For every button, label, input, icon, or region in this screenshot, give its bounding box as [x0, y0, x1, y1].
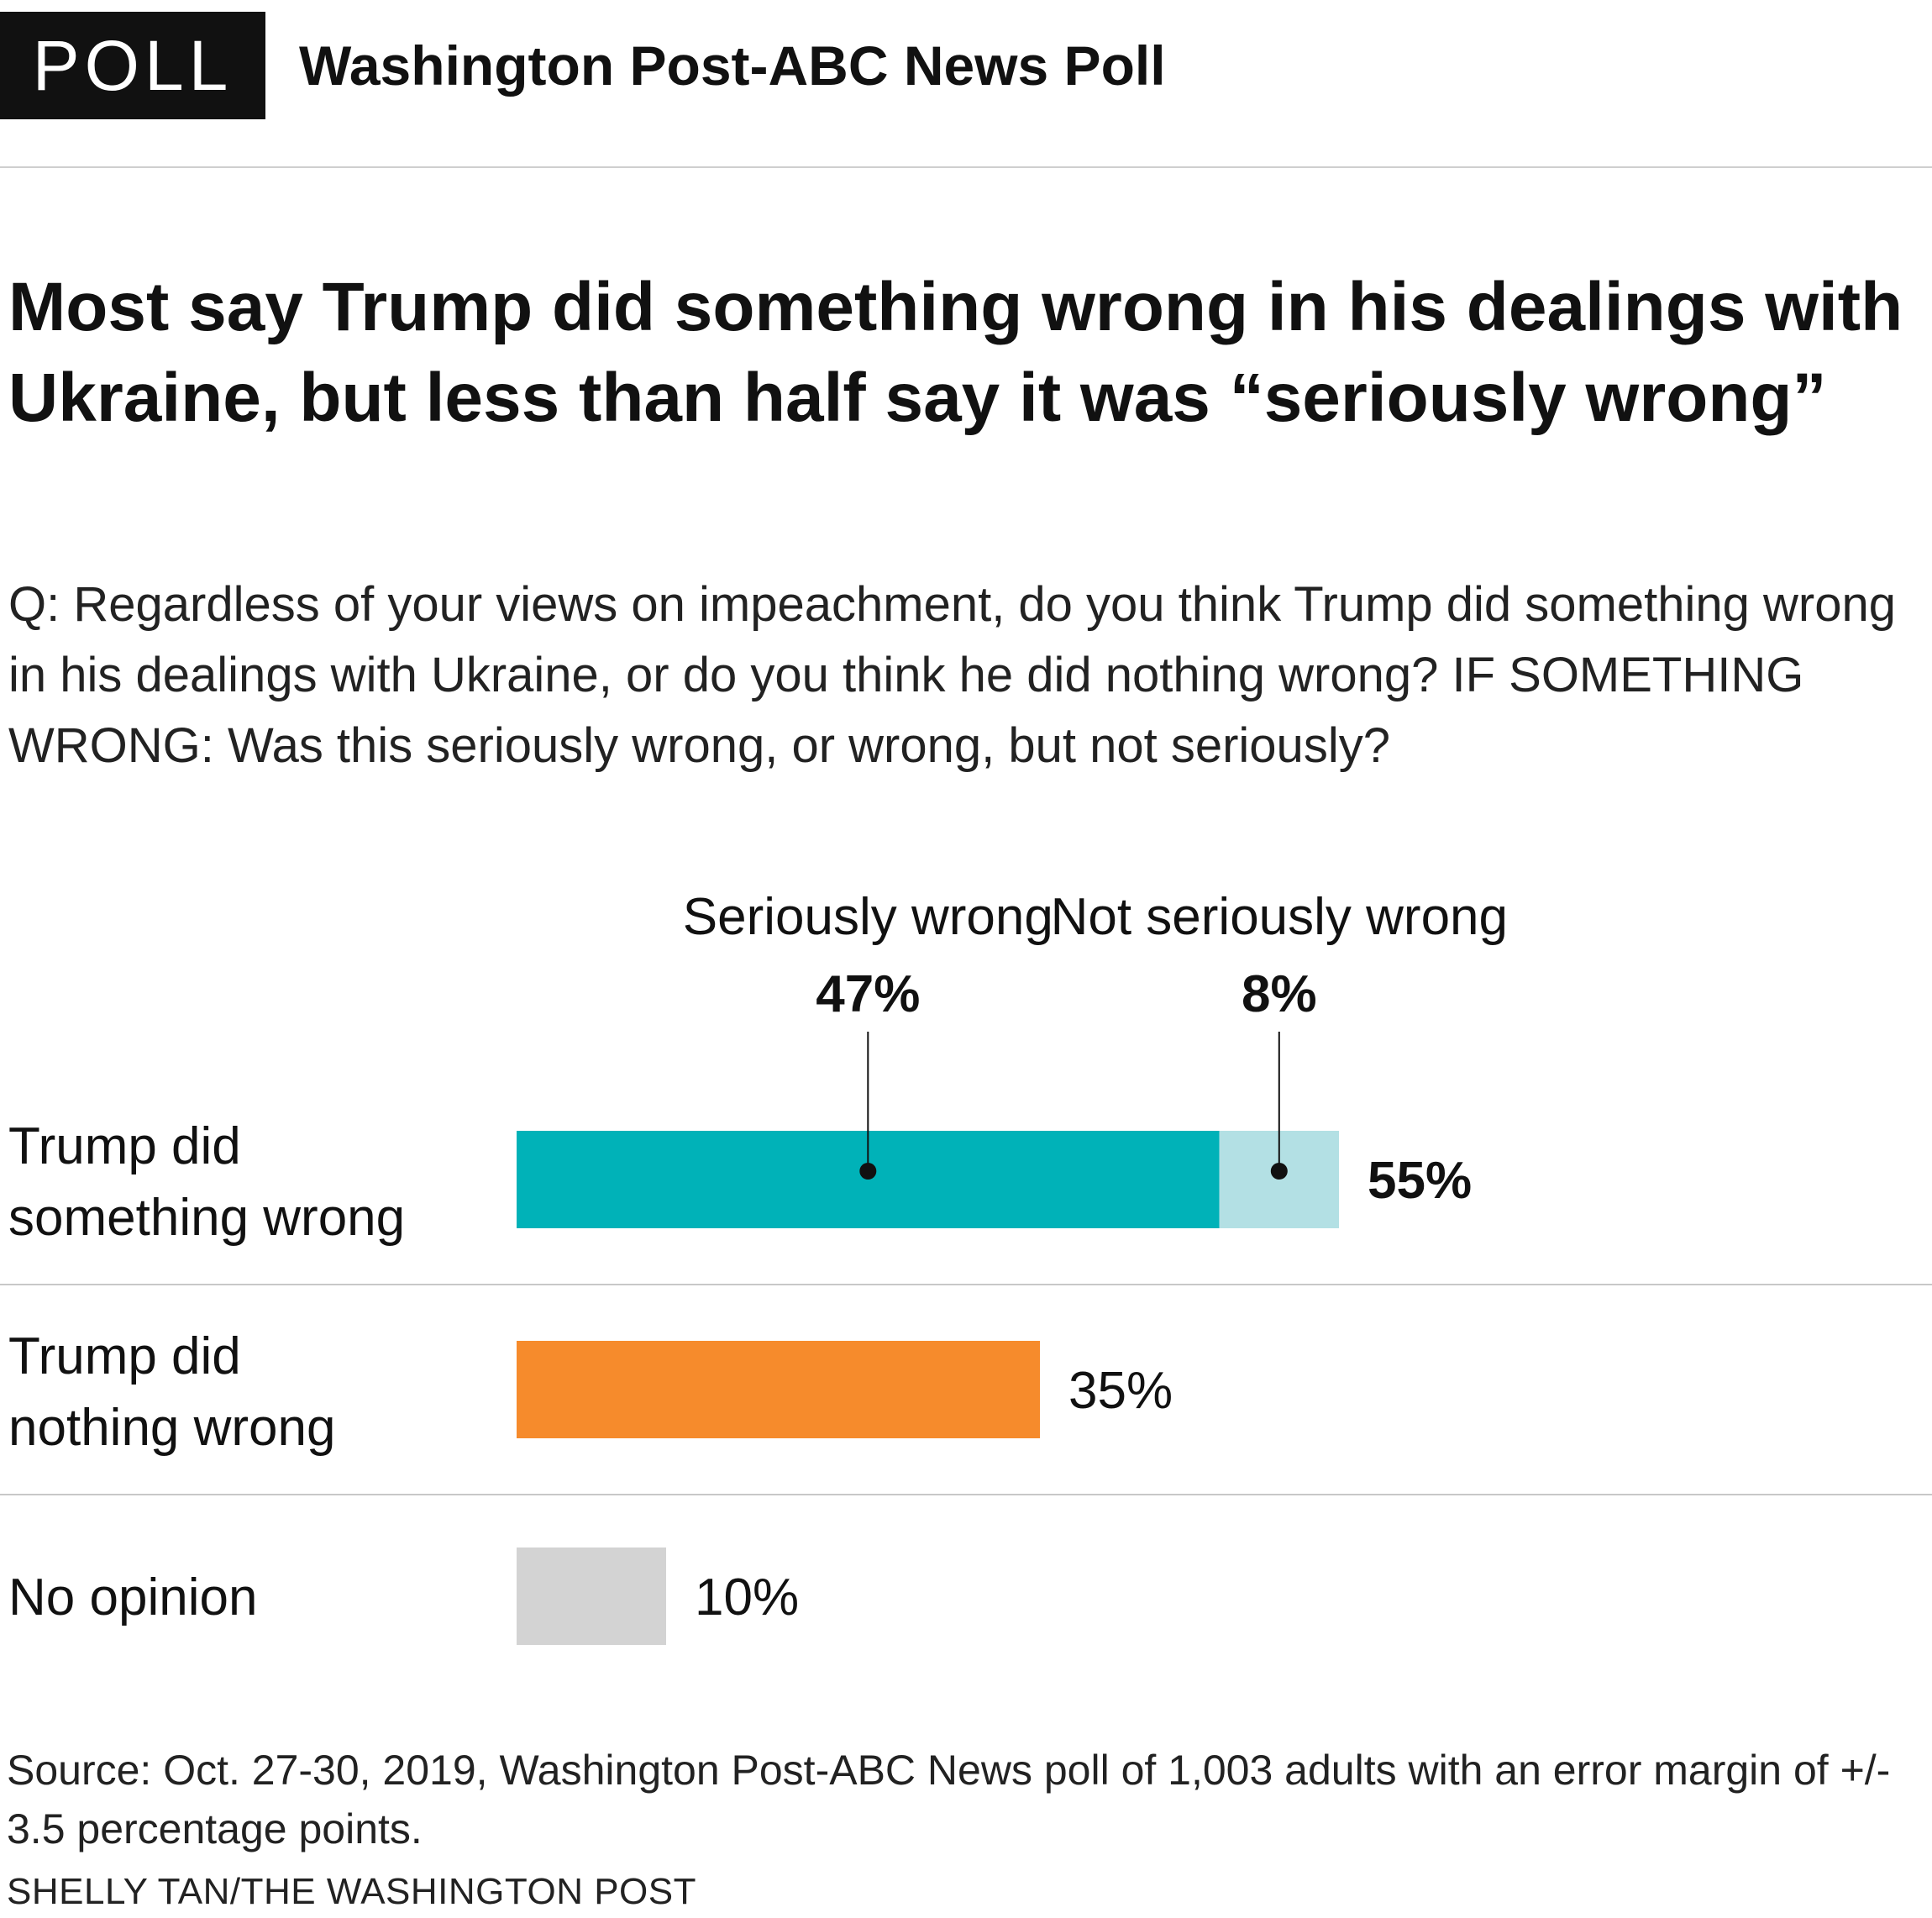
credit-line: SHELLY TAN/THE WASHINGTON POST: [7, 1871, 697, 1912]
row-3-value: 10%: [695, 1569, 799, 1626]
chart-question: Q: Regardless of your views on impeachme…: [8, 577, 1896, 773]
header: POLL Washington Post-ABC News Poll: [0, 10, 1932, 119]
segment-dot-1: [859, 1163, 877, 1180]
source-note: Source: Oct. 27-30, 2019, Washington Pos…: [7, 1747, 1891, 1852]
segment-dot-2: [1270, 1163, 1288, 1180]
segment-name-1: Seriously wrong: [683, 888, 1053, 946]
row-2-label-line2: nothing wrong: [8, 1399, 336, 1457]
row-3-label: No opinion: [8, 1569, 257, 1626]
header-title: Washington Post-ABC News Poll: [299, 34, 1166, 97]
chart-title: Most say Trump did something wrong in hi…: [8, 269, 1903, 436]
segment-value-1: 47%: [816, 965, 920, 1023]
segment-name-2: Not seriously wrong: [1051, 888, 1508, 946]
row-1-value: 55%: [1368, 1152, 1472, 1210]
row-2-label-line1: Trump did: [8, 1327, 241, 1385]
segment-value-2: 8%: [1242, 965, 1317, 1023]
row-3-bar: [517, 1548, 666, 1645]
row-2-bar: [517, 1341, 1040, 1438]
row-2-value: 35%: [1068, 1362, 1173, 1420]
row-1-label-line1: Trump did: [8, 1117, 241, 1175]
poll-badge: POLL: [0, 12, 265, 119]
header-divider: [0, 166, 1932, 168]
row-1-label-line2: something wrong: [8, 1189, 405, 1247]
bar-chart: Trump did something wrong Seriously wrong 4…: [0, 888, 1932, 1645]
